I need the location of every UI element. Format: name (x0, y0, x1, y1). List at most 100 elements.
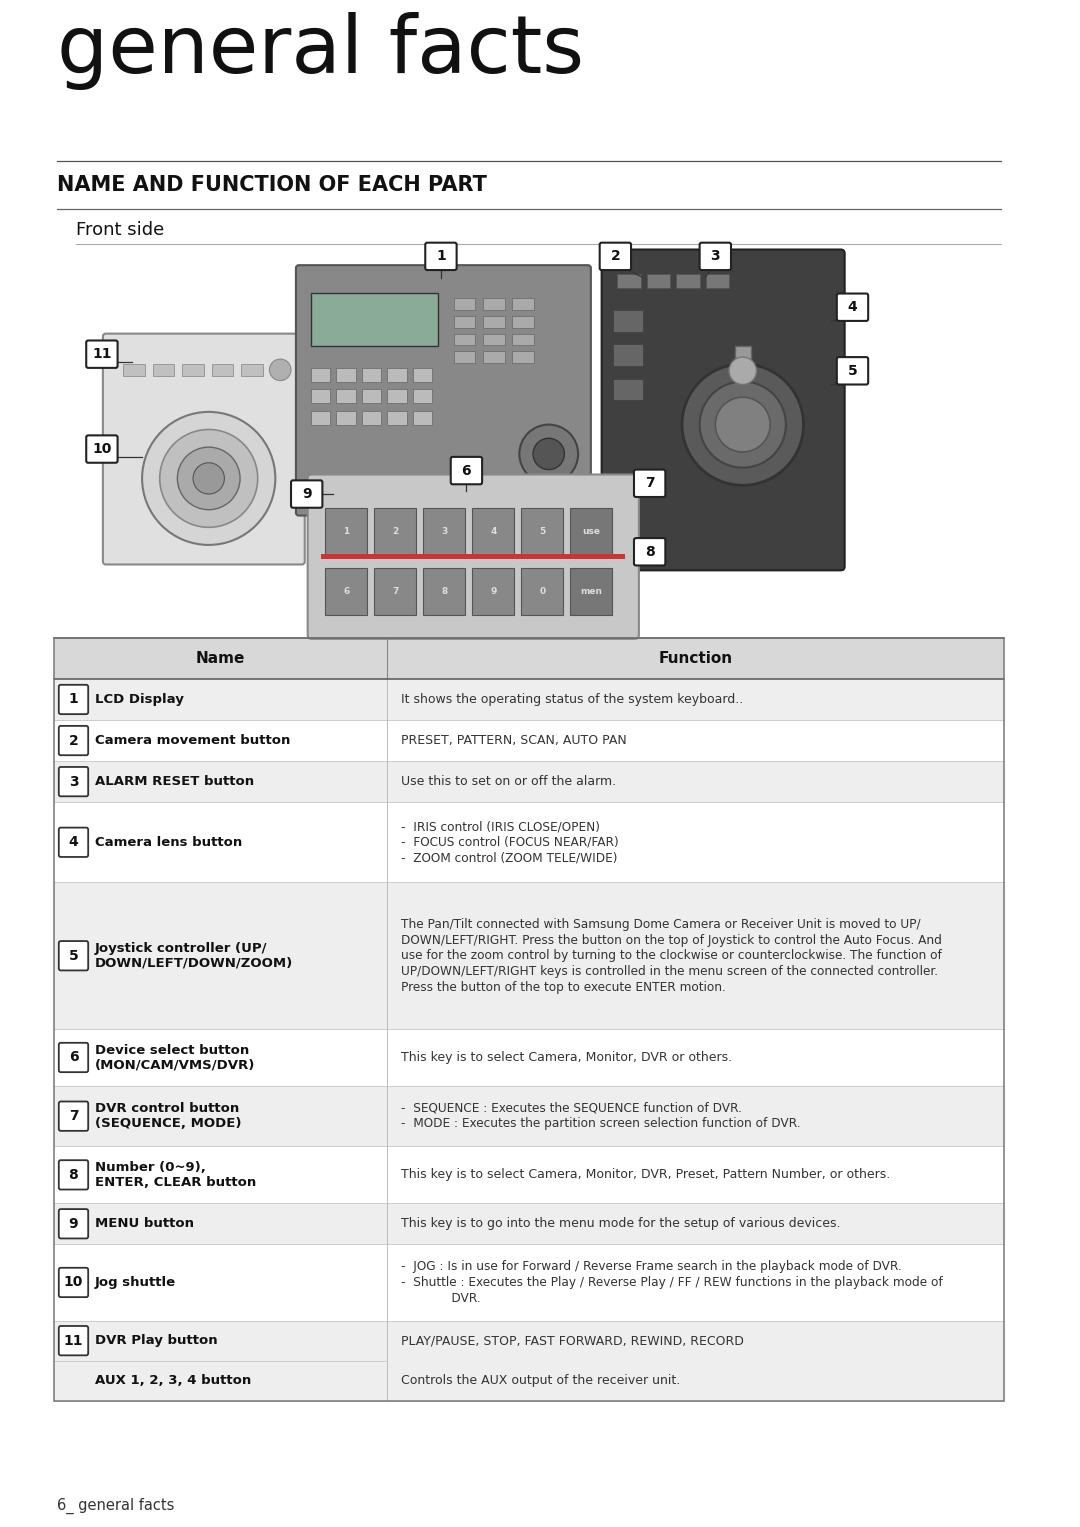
Bar (387, 411, 407, 425)
Bar (676, 273, 700, 287)
Bar (54, 1147, 1004, 1203)
Circle shape (729, 357, 756, 385)
Bar (375, 508, 417, 554)
Text: NAME AND FUNCTION OF EACH PART: NAME AND FUNCTION OF EACH PART (57, 176, 487, 195)
Text: DVR control button: DVR control button (95, 1102, 240, 1115)
Bar (212, 363, 233, 376)
Circle shape (715, 397, 770, 452)
Bar (362, 411, 381, 425)
Bar (513, 298, 534, 310)
FancyBboxPatch shape (602, 249, 845, 571)
FancyBboxPatch shape (58, 767, 89, 796)
Bar (322, 554, 625, 559)
Text: The Pan/Tilt connected with Samsung Dome Camera or Receiver Unit is moved to UP/: The Pan/Tilt connected with Samsung Dome… (401, 918, 920, 931)
Bar (325, 508, 367, 554)
Text: Name: Name (195, 651, 245, 666)
Text: ENTER, CLEAR button: ENTER, CLEAR button (95, 1176, 256, 1188)
Bar (513, 333, 534, 345)
Text: general facts: general facts (57, 12, 584, 90)
FancyBboxPatch shape (837, 293, 868, 321)
Circle shape (160, 429, 258, 527)
Text: 5: 5 (539, 527, 545, 536)
Text: 10: 10 (92, 441, 111, 457)
Text: PLAY/PAUSE, STOP, FAST FORWARD, REWIND, RECORD: PLAY/PAUSE, STOP, FAST FORWARD, REWIND, … (401, 1335, 744, 1347)
Text: Device select button: Device select button (95, 1043, 249, 1057)
Text: Camera movement button: Camera movement button (95, 734, 291, 747)
Text: -  MODE : Executes the partition screen selection function of DVR.: - MODE : Executes the partition screen s… (401, 1118, 800, 1130)
Bar (472, 508, 514, 554)
Bar (54, 1203, 1004, 1245)
Text: 1: 1 (436, 249, 446, 263)
FancyBboxPatch shape (450, 457, 482, 484)
Text: men: men (580, 588, 603, 597)
Text: 2: 2 (392, 527, 399, 536)
Text: 3: 3 (711, 249, 720, 263)
Circle shape (700, 382, 786, 467)
Text: 5: 5 (69, 948, 79, 962)
Circle shape (270, 359, 291, 380)
FancyBboxPatch shape (700, 243, 731, 270)
Text: (SEQUENCE, MODE): (SEQUENCE, MODE) (95, 1118, 242, 1130)
FancyBboxPatch shape (58, 1043, 89, 1072)
Bar (362, 389, 381, 403)
FancyBboxPatch shape (86, 435, 118, 463)
Text: Front side: Front side (77, 221, 164, 240)
FancyBboxPatch shape (58, 725, 89, 756)
Text: Press the button of the top to execute ENTER motion.: Press the button of the top to execute E… (401, 980, 726, 994)
Bar (54, 638, 1004, 1400)
Bar (54, 1245, 1004, 1321)
Text: -  JOG : Is in use for Forward / Reverse Frame search in the playback mode of DV: - JOG : Is in use for Forward / Reverse … (401, 1260, 902, 1274)
FancyBboxPatch shape (58, 1267, 89, 1296)
Text: Joystick controller (UP/: Joystick controller (UP/ (95, 942, 268, 954)
Bar (54, 802, 1004, 883)
Bar (483, 351, 504, 363)
Text: 8: 8 (645, 545, 654, 559)
Bar (483, 298, 504, 310)
Bar (54, 760, 1004, 802)
Text: 6: 6 (343, 588, 350, 597)
Bar (613, 345, 643, 366)
Text: PRESET, PATTERN, SCAN, AUTO PAN: PRESET, PATTERN, SCAN, AUTO PAN (401, 734, 626, 747)
FancyBboxPatch shape (58, 1101, 89, 1132)
Text: -  FOCUS control (FOCUS NEAR/FAR): - FOCUS control (FOCUS NEAR/FAR) (401, 835, 619, 849)
Bar (325, 568, 367, 615)
Text: 8: 8 (69, 1168, 79, 1182)
Text: DVR.: DVR. (401, 1292, 481, 1304)
FancyBboxPatch shape (103, 333, 305, 565)
Text: -  Shuttle : Executes the Play / Reverse Play / FF / REW functions in the playba: - Shuttle : Executes the Play / Reverse … (401, 1277, 943, 1289)
Text: UP/DOWN/LEFT/RIGHT keys is controlled in the menu screen of the connected contro: UP/DOWN/LEFT/RIGHT keys is controlled in… (401, 965, 937, 977)
Bar (472, 568, 514, 615)
Bar (483, 316, 504, 328)
Circle shape (177, 447, 240, 510)
Text: 9: 9 (69, 1217, 79, 1231)
Bar (483, 333, 504, 345)
Bar (387, 389, 407, 403)
FancyBboxPatch shape (634, 538, 665, 565)
Bar (454, 351, 475, 363)
Bar (618, 273, 640, 287)
FancyBboxPatch shape (837, 357, 868, 385)
Text: Use this to set on or off the alarm.: Use this to set on or off the alarm. (401, 776, 616, 788)
Bar (423, 508, 465, 554)
Text: 5: 5 (848, 363, 858, 377)
Bar (336, 389, 355, 403)
Bar (413, 411, 432, 425)
Bar (375, 568, 417, 615)
FancyBboxPatch shape (308, 475, 639, 638)
Bar (153, 363, 174, 376)
Bar (413, 389, 432, 403)
Text: 11: 11 (92, 347, 111, 362)
Text: 4: 4 (848, 301, 858, 315)
Text: 1: 1 (69, 692, 79, 707)
Bar (454, 333, 475, 345)
Text: DOWN/LEFT/DOWN/ZOOM): DOWN/LEFT/DOWN/ZOOM) (95, 956, 294, 970)
Text: Jog shuttle: Jog shuttle (95, 1277, 176, 1289)
Text: 9: 9 (302, 487, 311, 501)
Bar (54, 680, 1004, 721)
Text: ALARM RESET button: ALARM RESET button (95, 776, 254, 788)
Text: 6_ general facts: 6_ general facts (57, 1498, 174, 1513)
Bar (613, 310, 643, 331)
Text: 6: 6 (461, 464, 471, 478)
FancyBboxPatch shape (296, 266, 591, 516)
Text: use for the zoom control by turning to the clockwise or counterclockwise. The fu: use for the zoom control by turning to t… (401, 950, 942, 962)
